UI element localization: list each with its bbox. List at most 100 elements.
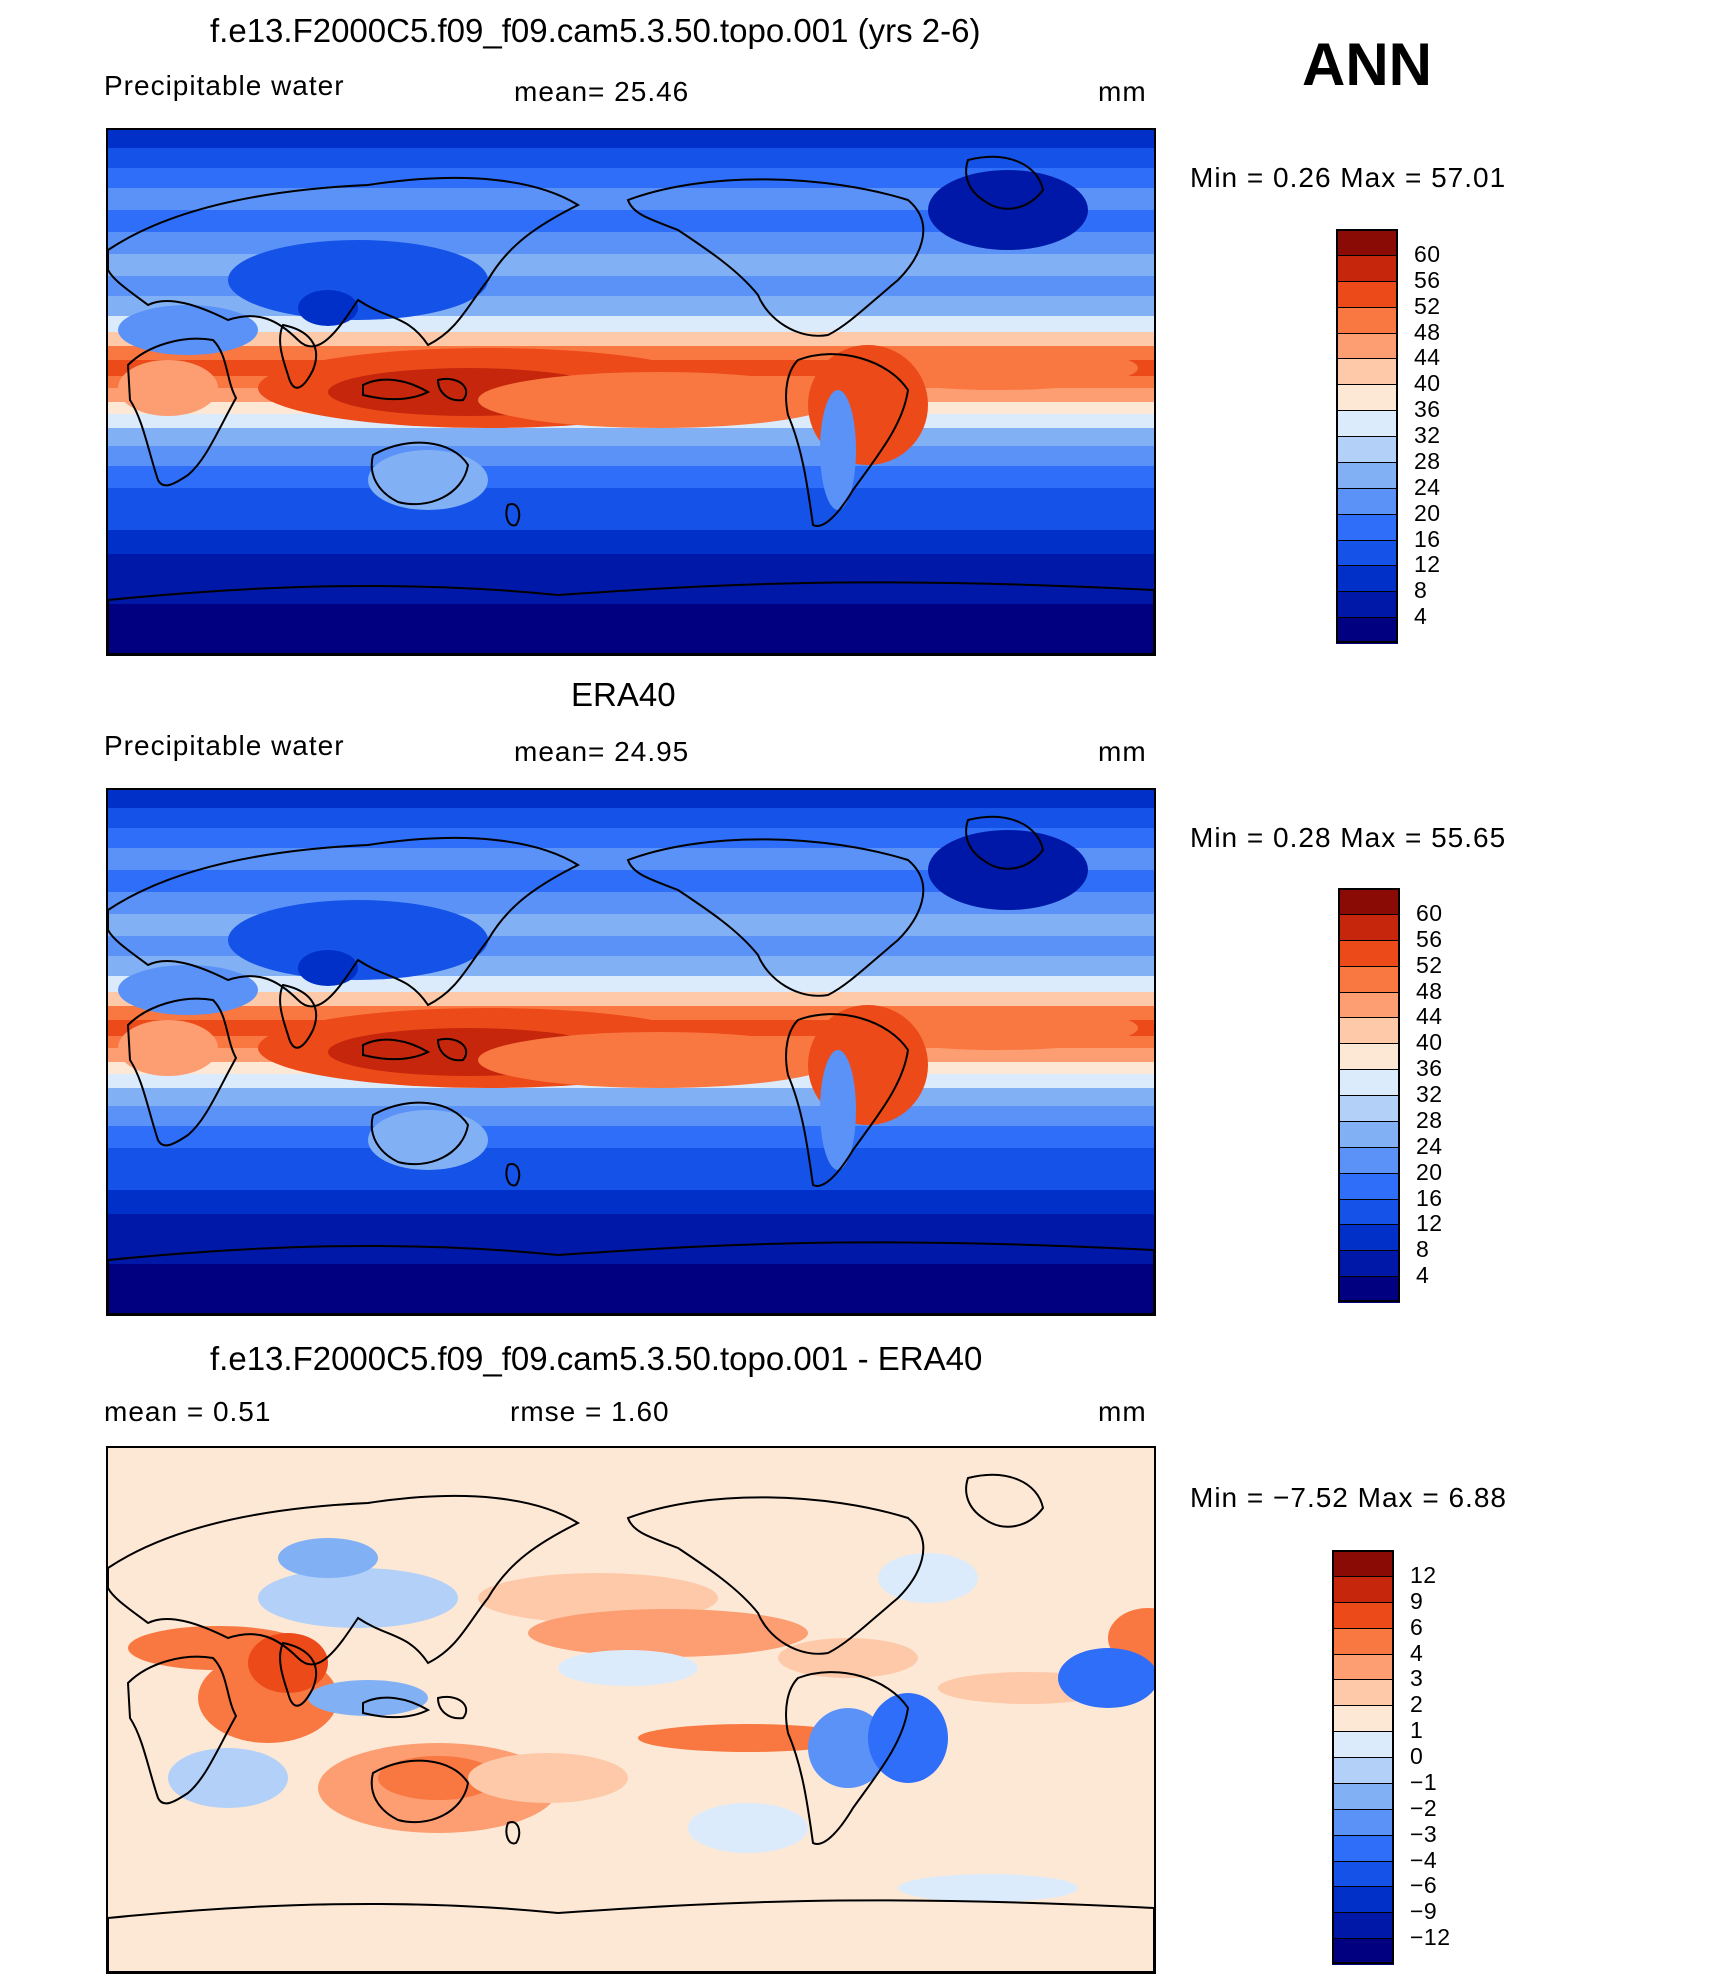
panel-1-contour-field [108, 130, 1154, 654]
panel-3-unit: mm [1098, 1396, 1147, 1427]
colorbar-band [1336, 617, 1398, 644]
colorbar-tick-label: 28 [1414, 447, 1441, 474]
coastline [626, 178, 925, 337]
coastline [785, 353, 910, 527]
panel-2-minmax: Min = 0.28 Max = 55.65 [1190, 822, 1507, 853]
colorbar-band [1336, 461, 1398, 489]
colorbar-band [1332, 1886, 1394, 1913]
colorbar-band [1336, 436, 1398, 463]
colorbar-band [1332, 1938, 1394, 1965]
colorbar-band [1338, 1250, 1400, 1277]
colorbar-tick-label: 32 [1416, 1081, 1443, 1107]
colorbar-band [1336, 358, 1398, 385]
contour-band [108, 1214, 1154, 1238]
colorbar-band [1336, 254, 1398, 282]
coastlines [108, 155, 1154, 654]
contour-region [228, 900, 488, 980]
colorbar-tick-label: 40 [1414, 370, 1441, 397]
contour-region [298, 290, 358, 326]
contour-band [108, 808, 1154, 828]
contour-region [858, 346, 1138, 390]
contour-band [108, 332, 1154, 346]
colorbar-band [1332, 1860, 1394, 1887]
colorbar-tick-label: −6 [1410, 1872, 1438, 1899]
panel-3-colorbar: 12 9 6 4 3 2 1 0 −1 −2 −3 −4 −6 −9 −12 [1332, 1550, 1450, 1965]
contour-region [868, 1693, 948, 1783]
colorbar-band [1336, 513, 1398, 540]
colorbar-tick-label: 3 [1410, 1665, 1424, 1692]
contour-region [1058, 1648, 1154, 1708]
contour-region [368, 450, 488, 510]
colorbar-band [1338, 1095, 1400, 1122]
coastline [126, 997, 238, 1147]
colorbar-band [1338, 1146, 1400, 1174]
coastline [785, 1013, 910, 1187]
coastline [108, 836, 581, 1008]
colorbar-tick-label: 12 [1410, 1561, 1437, 1588]
colorbar-tick-label: 9 [1410, 1587, 1424, 1614]
contour-region [478, 1032, 838, 1088]
colorbar-band [1332, 1731, 1394, 1758]
colorbar-band [1332, 1627, 1394, 1654]
colorbar-tick-label: 20 [1416, 1158, 1443, 1185]
contour-region [378, 1756, 498, 1800]
contour-region [248, 1633, 328, 1693]
colorbar-tick-label: 60 [1416, 899, 1443, 926]
coastline [362, 378, 431, 401]
panel-3-title: f.e13.F2000C5.f09_f09.cam5.3.50.topo.001… [210, 1340, 983, 1377]
colorbar-band [1332, 1782, 1394, 1810]
contour-band [108, 428, 1154, 446]
colorbar-band [1338, 1017, 1400, 1044]
coastline [965, 1473, 1045, 1528]
colorbar-tick-label: 16 [1414, 525, 1441, 552]
coastline [279, 323, 318, 389]
contour-band [108, 316, 1154, 332]
coastline [785, 1671, 910, 1845]
panel-1-minmax: Min = 0.26 Max = 57.01 [1190, 162, 1507, 193]
colorbar-band [1336, 332, 1398, 359]
colorbar-tick-label: 48 [1416, 977, 1443, 1004]
colorbar-band [1336, 410, 1398, 437]
colorbar-tick-label: 4 [1410, 1639, 1424, 1666]
colorbar-tick-label: 40 [1416, 1029, 1443, 1056]
contour-region [528, 1609, 808, 1657]
colorbar-band [1332, 1705, 1394, 1732]
coastline [362, 1038, 431, 1061]
colorbar-band [1336, 487, 1398, 515]
contour-band [108, 604, 1154, 654]
panel-2-title: ERA40 [571, 676, 676, 713]
colorbar-tick-label: 60 [1414, 240, 1441, 267]
contour-region [778, 1638, 918, 1678]
colorbar-band [1338, 1198, 1400, 1225]
colorbar-tick-label: 1 [1410, 1717, 1424, 1744]
colorbar-tick-label: 56 [1416, 925, 1443, 952]
panel-3-map [106, 1446, 1156, 1974]
colorbar-band [1338, 913, 1400, 941]
contour-region [638, 1724, 858, 1752]
colorbar-tick-label: −9 [1410, 1898, 1438, 1925]
colorbar-band [1338, 1224, 1400, 1251]
colorbar-band [1332, 1912, 1394, 1939]
colorbar-band [1336, 384, 1398, 411]
panel-2-map [106, 788, 1156, 1316]
contour-region [820, 390, 856, 510]
colorbar-tick-label: 12 [1414, 551, 1441, 578]
colorbar-band [1338, 1043, 1400, 1070]
colorbar-tick-label: 20 [1414, 499, 1441, 526]
contour-band [108, 1126, 1154, 1148]
contour-region [308, 1680, 428, 1716]
coastline [370, 1101, 470, 1166]
contour-band [108, 1106, 1154, 1126]
contour-band [108, 446, 1154, 466]
colorbar-band [1332, 1601, 1394, 1629]
contour-band [108, 790, 1154, 808]
coastline [370, 441, 470, 506]
contour-band [108, 976, 1154, 992]
colorbar-band [1336, 539, 1398, 566]
coastlines [108, 1473, 1154, 1972]
contour-region [858, 1006, 1138, 1050]
colorbar-tick-label: 28 [1416, 1106, 1443, 1133]
coastline [626, 838, 925, 997]
colorbar-tick-label: 8 [1414, 577, 1428, 604]
colorbar-band [1338, 1172, 1400, 1199]
